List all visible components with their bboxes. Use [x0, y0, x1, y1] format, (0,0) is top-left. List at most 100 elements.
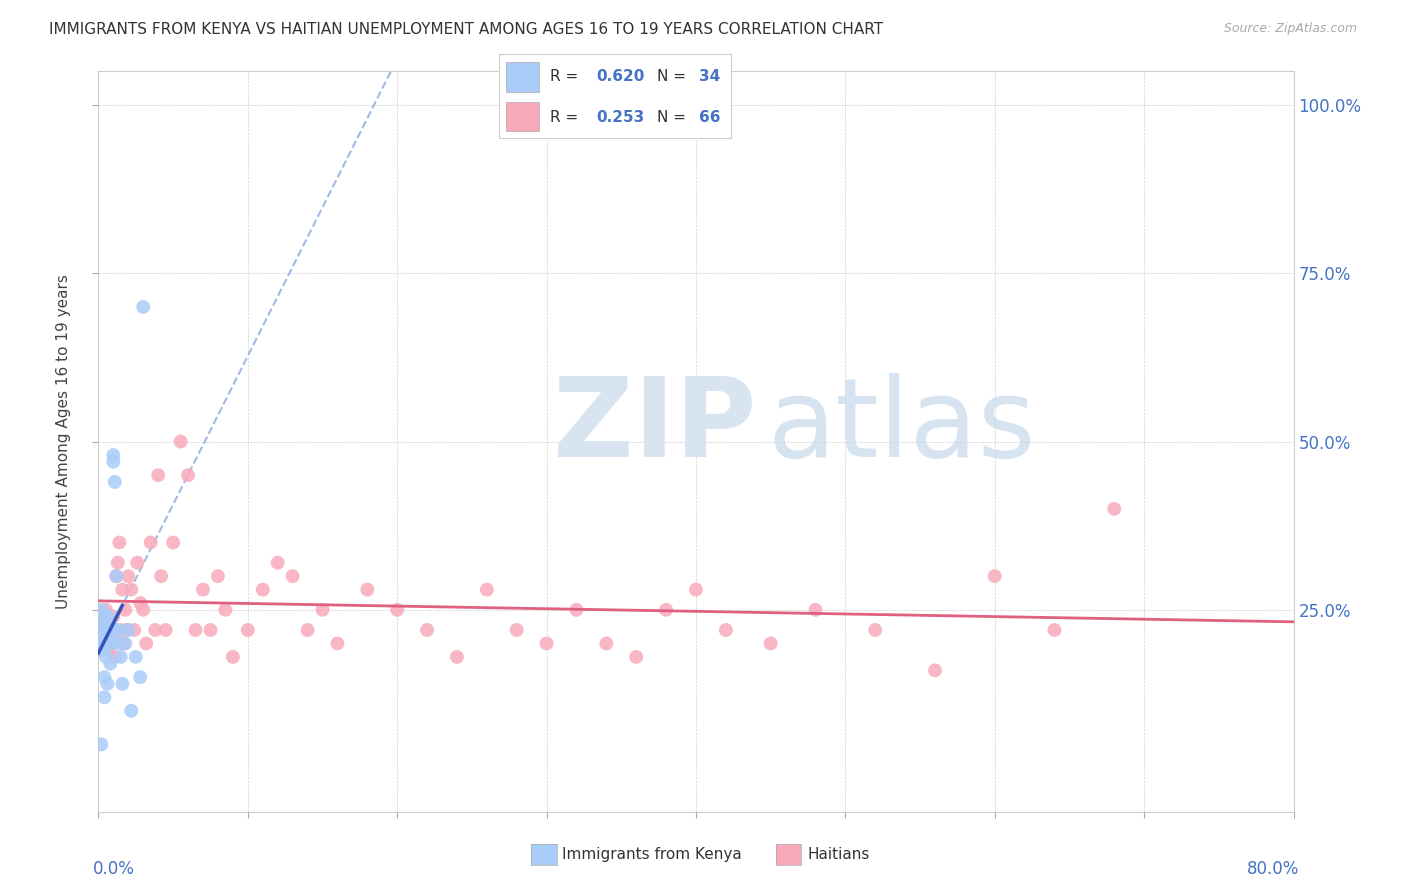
- Point: [110, 649, 132, 664]
- Text: ZIP: ZIP: [553, 373, 756, 480]
- Point: [356, 582, 378, 597]
- Point: [111, 582, 134, 597]
- Point: [416, 623, 439, 637]
- Point: [101, 636, 124, 650]
- Point: [89, 623, 111, 637]
- Point: [96, 630, 118, 644]
- Point: [120, 582, 142, 597]
- Point: [115, 623, 138, 637]
- Point: [127, 556, 149, 570]
- Point: [184, 623, 207, 637]
- Point: [155, 623, 177, 637]
- Point: [132, 300, 155, 314]
- Point: [804, 603, 827, 617]
- Point: [97, 643, 120, 657]
- Text: 80.0%: 80.0%: [1247, 860, 1299, 878]
- Bar: [506, 102, 538, 131]
- Point: [148, 468, 170, 483]
- Point: [1043, 623, 1066, 637]
- Point: [125, 649, 148, 664]
- Point: [124, 623, 146, 637]
- Point: [98, 623, 122, 637]
- Point: [98, 623, 122, 637]
- Point: [90, 623, 112, 637]
- Point: [105, 623, 128, 637]
- Point: [94, 623, 117, 637]
- Point: [326, 636, 349, 650]
- Point: [200, 623, 222, 637]
- Point: [759, 636, 782, 650]
- Point: [96, 616, 118, 631]
- Point: [105, 569, 128, 583]
- Point: [91, 643, 114, 657]
- Point: [120, 704, 142, 718]
- Point: [107, 556, 129, 570]
- Point: [207, 569, 229, 583]
- Point: [104, 649, 127, 664]
- Point: [93, 690, 115, 705]
- Point: [90, 738, 112, 752]
- Point: [267, 556, 290, 570]
- Text: atlas: atlas: [768, 373, 1036, 480]
- Point: [177, 468, 200, 483]
- Point: [97, 609, 120, 624]
- Text: 66: 66: [699, 110, 720, 125]
- Point: [93, 670, 115, 684]
- Point: [103, 609, 125, 624]
- Point: [117, 623, 139, 637]
- Point: [103, 448, 125, 462]
- Point: [214, 603, 236, 617]
- Text: R =: R =: [550, 110, 583, 125]
- Point: [96, 677, 118, 691]
- Point: [191, 582, 214, 597]
- Point: [714, 623, 737, 637]
- Point: [91, 630, 114, 644]
- Point: [94, 603, 117, 617]
- Y-axis label: Unemployment Among Ages 16 to 19 years: Unemployment Among Ages 16 to 19 years: [56, 274, 72, 609]
- Point: [169, 434, 191, 449]
- Text: 0.0%: 0.0%: [93, 860, 135, 878]
- Point: [103, 455, 125, 469]
- Point: [93, 609, 115, 624]
- Point: [475, 582, 498, 597]
- Point: [150, 569, 173, 583]
- Text: 34: 34: [699, 69, 720, 84]
- Point: [101, 630, 124, 644]
- Text: IMMIGRANTS FROM KENYA VS HAITIAN UNEMPLOYMENT AMONG AGES 16 TO 19 YEARS CORRELAT: IMMIGRANTS FROM KENYA VS HAITIAN UNEMPLO…: [49, 22, 883, 37]
- Point: [135, 636, 157, 650]
- Point: [297, 623, 319, 637]
- Point: [222, 649, 245, 664]
- Point: [90, 603, 112, 617]
- Point: [104, 475, 127, 489]
- Point: [595, 636, 617, 650]
- Point: [984, 569, 1007, 583]
- Text: R =: R =: [550, 69, 583, 84]
- Point: [108, 535, 131, 549]
- Point: [446, 649, 468, 664]
- Point: [252, 582, 274, 597]
- Point: [655, 603, 678, 617]
- Point: [108, 636, 131, 650]
- Point: [112, 636, 135, 650]
- Point: [105, 569, 128, 583]
- Point: [626, 649, 648, 664]
- Point: [924, 664, 946, 678]
- Point: [236, 623, 259, 637]
- Point: [114, 636, 136, 650]
- Point: [93, 636, 115, 650]
- Point: [129, 670, 152, 684]
- Point: [91, 609, 114, 624]
- Text: 0.620: 0.620: [596, 69, 645, 84]
- Text: 0.253: 0.253: [596, 110, 645, 125]
- Point: [132, 603, 155, 617]
- Point: [1104, 501, 1126, 516]
- Point: [129, 596, 152, 610]
- Text: Immigrants from Kenya: Immigrants from Kenya: [562, 847, 742, 862]
- Point: [111, 677, 134, 691]
- Point: [94, 649, 117, 664]
- Point: [97, 636, 120, 650]
- Point: [139, 535, 162, 549]
- Point: [865, 623, 887, 637]
- Point: [90, 636, 112, 650]
- Point: [98, 657, 122, 671]
